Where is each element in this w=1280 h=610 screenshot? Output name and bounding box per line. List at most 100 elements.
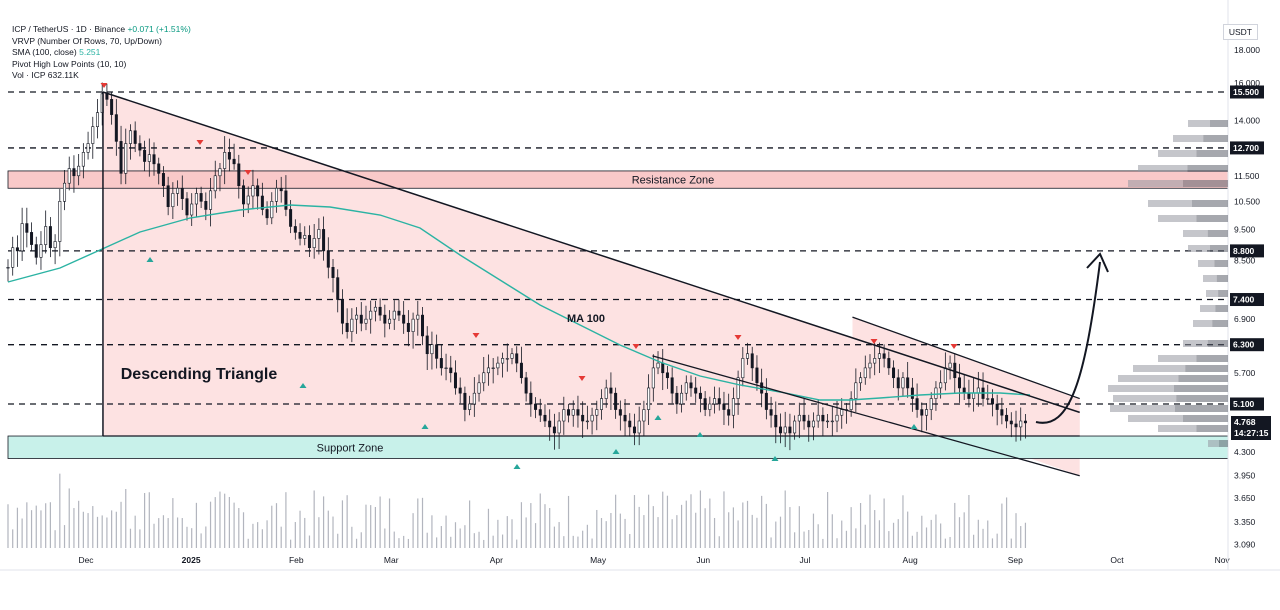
volume-bar xyxy=(525,517,527,548)
legend-symbol-row[interactable]: ICP / TetherUS · 1D · Binance +0.071 (+1… xyxy=(12,24,191,36)
trendlines-layer xyxy=(7,83,1109,477)
candle-body xyxy=(797,414,801,422)
volume-bar xyxy=(742,502,744,548)
candle-body xyxy=(722,403,726,410)
volume-profile-bar xyxy=(1108,385,1174,392)
channel-lower-line[interactable] xyxy=(652,355,1080,477)
volume-bar xyxy=(233,502,235,548)
volume-bar xyxy=(836,538,838,548)
channel-upper-line[interactable] xyxy=(852,316,1080,400)
candle-body xyxy=(510,353,514,359)
candle-body xyxy=(105,93,109,100)
candle-body xyxy=(176,187,180,194)
volume-bar xyxy=(859,503,862,548)
candle-body xyxy=(458,387,462,394)
candle-body xyxy=(552,426,556,434)
candle-body xyxy=(472,392,476,405)
volume-bar xyxy=(600,518,603,548)
candle-body xyxy=(289,209,293,227)
ma-100-label: MA 100 xyxy=(567,313,605,325)
volume-bar xyxy=(968,494,970,548)
candle-body xyxy=(114,114,118,142)
time-axis-label: Feb xyxy=(289,555,304,565)
time-axis-label: Sep xyxy=(1008,555,1023,565)
volume-bar xyxy=(841,520,843,548)
volume-bar xyxy=(935,514,937,548)
volume-bar xyxy=(469,500,471,548)
candle-body xyxy=(915,398,919,410)
volume-bar xyxy=(200,533,202,548)
candle-body xyxy=(604,387,608,399)
volume-bar xyxy=(902,495,904,548)
chart-legend: ICP / TetherUS · 1D · Binance +0.071 (+1… xyxy=(12,24,191,82)
volume-profile-bar xyxy=(1192,200,1228,207)
volume-profile-bar xyxy=(1203,275,1217,282)
volume-bar xyxy=(874,510,876,548)
projection-arrow[interactable] xyxy=(1035,261,1101,424)
candle-body xyxy=(703,398,707,410)
volume-bar xyxy=(907,511,909,548)
candle-body xyxy=(411,318,415,332)
triangle-descending-trendline[interactable] xyxy=(102,91,1080,414)
currency-unit-badge[interactable]: USDT xyxy=(1222,24,1258,40)
candle-body xyxy=(614,392,618,410)
volume-bar xyxy=(388,498,391,548)
candle-body xyxy=(307,235,311,249)
candle-body xyxy=(939,382,943,389)
candle-body xyxy=(265,209,269,219)
volume-bar xyxy=(162,515,165,548)
candle-body xyxy=(421,314,425,337)
volume-bar xyxy=(191,528,193,548)
candle-body xyxy=(331,267,335,278)
last-price-tag: 4.768 14:27:15 xyxy=(1231,416,1272,440)
indicator-value: 632.11K xyxy=(47,70,79,81)
support-zone[interactable] xyxy=(7,435,1229,459)
volume-bar xyxy=(365,504,367,548)
candle-body xyxy=(303,235,307,239)
time-axis-label: Apr xyxy=(490,555,503,565)
volume-bar xyxy=(586,524,588,548)
volume-bar xyxy=(304,517,306,548)
time-axis-label: Jul xyxy=(800,555,811,565)
volume-bar xyxy=(732,507,734,548)
volume-bar xyxy=(478,531,480,548)
legend-indicator-sma[interactable]: SMA (100, close) 5.251 xyxy=(12,47,191,59)
candle-body xyxy=(948,362,952,369)
volume-bar xyxy=(82,511,84,548)
candle-body xyxy=(694,387,698,394)
candle-body xyxy=(67,168,71,184)
candle-body xyxy=(218,168,222,177)
candle-body xyxy=(340,299,344,324)
volume-bar xyxy=(421,497,424,548)
indicator-label: SMA (100, close) xyxy=(12,47,77,58)
legend-indicator-pivots[interactable]: Pivot High Low Points (10, 10) xyxy=(12,59,191,71)
price-axis-tick: 6.900 xyxy=(1234,314,1256,324)
candle-body xyxy=(811,420,815,428)
volume-bar xyxy=(544,504,546,548)
volume-bar xyxy=(379,496,381,548)
volume-bar xyxy=(883,498,885,548)
candle-body xyxy=(326,250,330,268)
candle-body xyxy=(717,398,721,405)
sma-100-line[interactable] xyxy=(7,204,1031,401)
candle-body xyxy=(449,367,453,374)
candle-body xyxy=(618,409,622,416)
legend-indicator-volume[interactable]: Vol · ICP 632.11K xyxy=(12,70,191,82)
volume-bar xyxy=(158,518,160,548)
resistance-zone-label: Resistance Zone xyxy=(632,174,715,186)
legend-indicator-vrvp[interactable]: VRVP (Number Of Rows, 70, Up/Down) xyxy=(12,36,191,48)
volume-bar xyxy=(454,522,457,548)
candle-body xyxy=(656,362,660,369)
resistance-zone[interactable] xyxy=(7,170,1229,189)
volume-bar xyxy=(553,526,555,548)
candle-body xyxy=(661,362,665,374)
candle-body xyxy=(171,193,175,208)
volume-profile-bar xyxy=(1200,305,1216,312)
volume-bar xyxy=(1020,526,1022,548)
volume-bar xyxy=(958,517,961,548)
volume-bar xyxy=(313,490,315,548)
pivot-high-marker xyxy=(950,344,958,349)
candle-body xyxy=(524,377,528,394)
volume-bar xyxy=(662,491,664,548)
